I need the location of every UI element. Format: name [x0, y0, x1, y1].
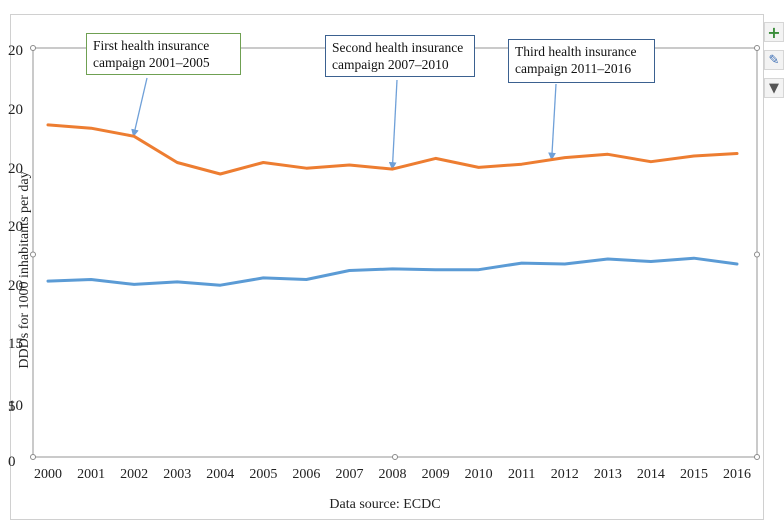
x-tick-label: 2002	[120, 467, 148, 482]
annotation-first-campaign[interactable]: First health insurance campaign 2001–200…	[86, 33, 241, 75]
x-tick-label: 2005	[249, 467, 277, 482]
resize-handle	[754, 454, 760, 460]
y-tick-label: 20	[8, 161, 23, 177]
annotation-arrow	[548, 83, 557, 161]
resize-handle	[30, 45, 36, 51]
x-tick-label: 2004	[206, 467, 234, 482]
x-tick-label: 2014	[637, 467, 665, 482]
annotation-third-line2: campaign 2011–2016	[515, 61, 632, 76]
annotation-arrow	[131, 77, 148, 138]
y-tick-label: 0	[8, 454, 16, 470]
annotation-first-line2: campaign 2001–2005	[93, 55, 210, 70]
series-line-blue	[46, 256, 739, 287]
x-tick-label: 2010	[465, 467, 493, 482]
resize-handle	[754, 251, 760, 258]
y-tick-label: 20	[8, 278, 23, 294]
resize-handle	[30, 251, 36, 258]
chart-frame[interactable]	[10, 14, 764, 520]
y-tick-label: 20	[8, 102, 23, 118]
annotation-third-campaign[interactable]: Third health insurance campaign 2011–201…	[508, 39, 655, 83]
y-tick-label: 10	[8, 398, 23, 414]
annotation-second-line2: campaign 2007–2010	[332, 57, 449, 72]
x-tick-label: 2000	[34, 467, 62, 482]
filter-icon[interactable]: ▼	[764, 78, 784, 98]
annotation-arrow	[388, 79, 398, 170]
x-tick-label: 2011	[508, 467, 535, 482]
paintbrush-icon[interactable]: ✎	[764, 50, 784, 70]
y-tick-label: 20	[8, 219, 23, 235]
x-tick-label: 2013	[594, 467, 622, 482]
x-tick-label: 2007	[335, 467, 363, 482]
x-tick-label: 2006	[292, 467, 320, 482]
x-tick-label: 2009	[422, 467, 450, 482]
annotation-second-line1: Second health insurance	[332, 40, 464, 55]
resize-handle	[754, 45, 760, 51]
resize-handle	[392, 454, 398, 460]
x-tick-label: 2008	[379, 467, 407, 482]
x-tick-label: 2015	[680, 467, 708, 482]
annotation-first-line1: First health insurance	[93, 38, 210, 53]
series-line-orange	[46, 123, 739, 176]
x-tick-label: 2001	[77, 467, 105, 482]
annotation-third-line1: Third health insurance	[515, 44, 637, 59]
y-tick-label: 20	[8, 43, 23, 59]
x-tick-label: 2003	[163, 467, 191, 482]
y-tick-label: 5	[8, 399, 16, 415]
y-axis-label: DDDs for 1000 inhabitants per day	[17, 171, 32, 368]
x-axis-label: Data source: ECDC	[329, 497, 440, 512]
annotation-second-campaign[interactable]: Second health insurance campaign 2007–20…	[325, 35, 475, 77]
plus-icon[interactable]: +	[764, 22, 784, 42]
resize-handle	[30, 454, 36, 460]
x-tick-label: 2012	[551, 467, 579, 482]
x-tick-label: 2016	[723, 467, 751, 482]
y-tick-label: 15	[8, 336, 23, 352]
